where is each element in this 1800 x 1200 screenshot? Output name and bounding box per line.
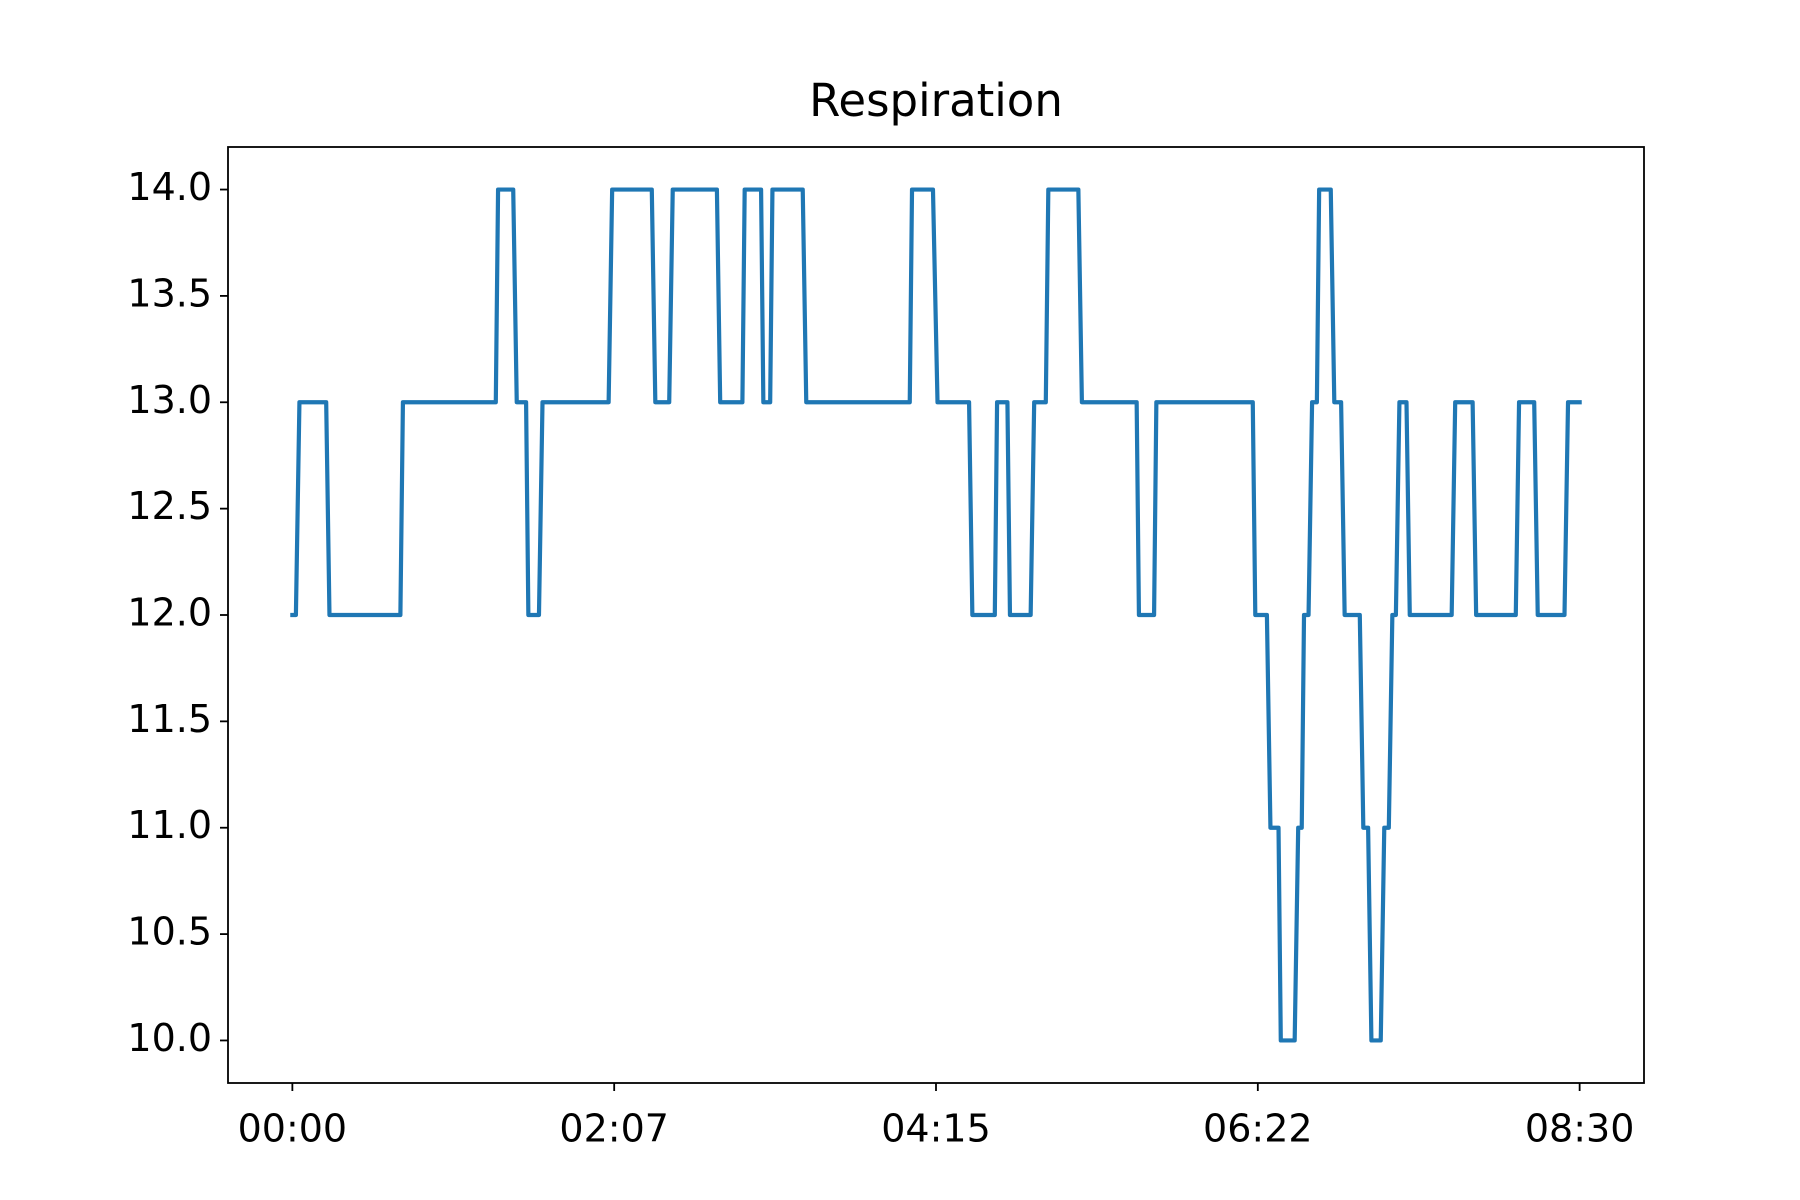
chart-title: Respiration <box>809 74 1063 127</box>
y-tick-label: 11.5 <box>127 697 212 741</box>
data-line <box>290 187 1582 1043</box>
y-tick-label: 10.5 <box>127 910 212 954</box>
x-tick-label: 00:00 <box>238 1107 348 1151</box>
y-tick-label: 11.0 <box>127 803 212 847</box>
y-tick-label: 13.5 <box>127 271 212 315</box>
plot-frame <box>227 146 1645 1084</box>
y-tick-label: 12.5 <box>127 484 212 528</box>
x-tick-label: 06:22 <box>1203 1107 1313 1151</box>
y-tick-label: 10.0 <box>127 1016 212 1060</box>
x-tick-label: 08:30 <box>1525 1107 1635 1151</box>
y-tick-label: 12.0 <box>127 591 212 635</box>
x-tick-label: 02:07 <box>559 1107 669 1151</box>
y-tick-label: 14.0 <box>127 165 212 209</box>
y-tick-label: 13.0 <box>127 378 212 422</box>
x-tick-label: 04:15 <box>881 1107 991 1151</box>
